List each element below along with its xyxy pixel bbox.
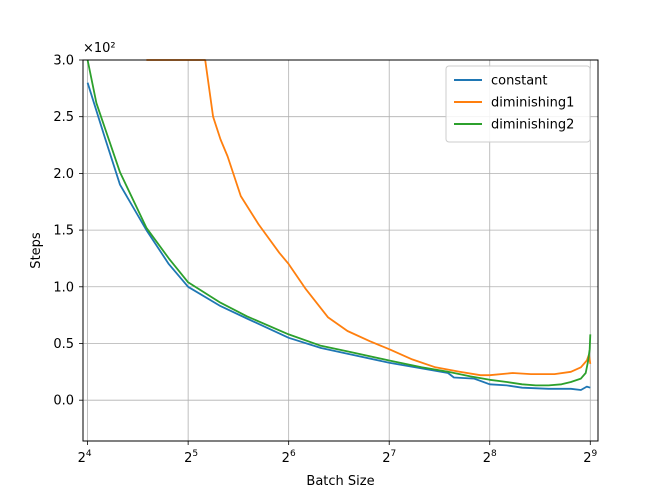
plot-frame: [82, 59, 599, 442]
series-line-1: [86, 82, 591, 391]
y-axis: 0.0 0.5 1.0 1.5 2.0 2.5 3.0: [53, 54, 83, 409]
y-tick-label: 2.0: [53, 167, 74, 182]
x-tick-label: 26: [282, 449, 296, 466]
y-tick-label: 3.0: [53, 54, 74, 69]
series-lines: [86, 59, 592, 391]
y-tick-label: 0.5: [53, 337, 74, 352]
x-tick-label: 28: [483, 449, 497, 466]
x-tick-label: 29: [583, 449, 597, 466]
legend-label: constant: [491, 74, 548, 89]
y-tick-label: 1.5: [53, 224, 74, 239]
legend-label: diminishing1: [491, 96, 574, 111]
y-scale-label: ×10²: [83, 41, 116, 56]
series-line-2: [146, 59, 592, 377]
x-tick-label: 24: [78, 449, 92, 466]
series-line-3: [86, 59, 592, 387]
x-axis: 24 25 26 27 28 29: [78, 441, 598, 466]
legend: constant diminishing1 diminishing2: [445, 65, 591, 143]
x-axis-label: Batch Size: [306, 474, 374, 489]
y-tick-label: 0.0: [53, 394, 74, 409]
x-tick-label: 25: [184, 449, 198, 466]
y-tick-label: 1.0: [53, 280, 74, 295]
y-tick-label: 2.5: [53, 110, 74, 125]
x-tick-label: 27: [382, 449, 396, 466]
legend-label: diminishing2: [491, 118, 574, 133]
y-axis-label: Steps: [29, 232, 44, 269]
